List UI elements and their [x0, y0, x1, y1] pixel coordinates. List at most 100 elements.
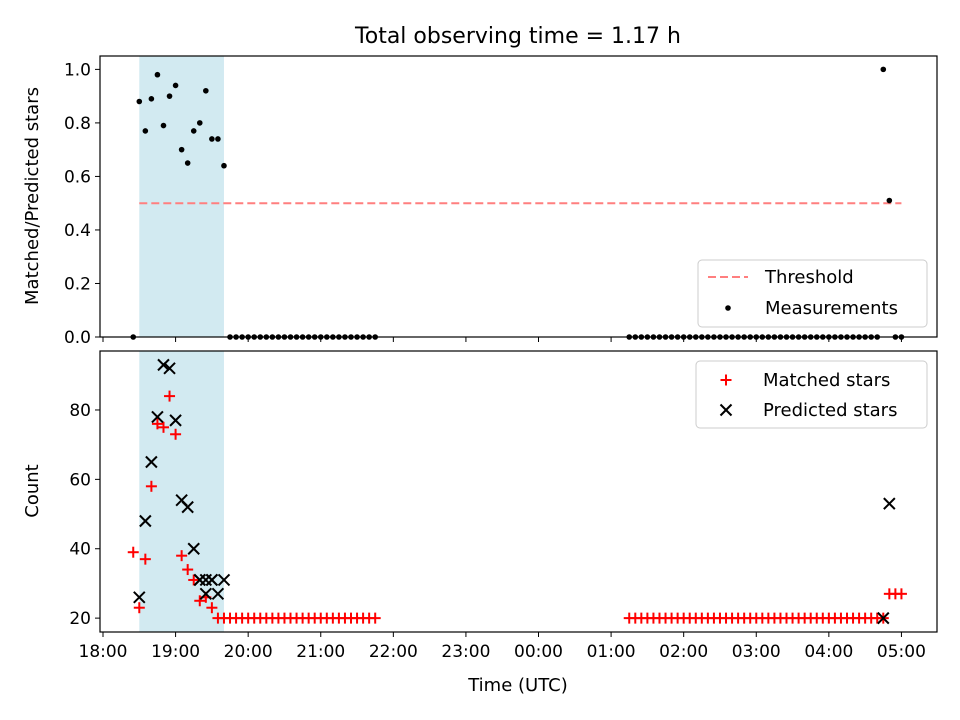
- predicted-star-point: [877, 611, 890, 625]
- measurement-point: [196, 120, 203, 126]
- predicted-star-point-b: [877, 611, 890, 625]
- predicted-star-point-b: [151, 410, 164, 424]
- measurement-point: [215, 136, 221, 142]
- legend-measurements-label: Measurements: [765, 298, 898, 319]
- bottom-y-axis-label: Count: [22, 464, 43, 517]
- predicted-star-point: [211, 587, 225, 601]
- predicted-star-point: [145, 455, 158, 469]
- top-highlight-span: [139, 56, 224, 337]
- measurement-point: [148, 96, 155, 102]
- bottom-x-tick-label: 02:00: [659, 642, 708, 662]
- legend-matched-label: Matched stars: [763, 370, 890, 391]
- top-y-tick-label: 0.0: [64, 328, 91, 348]
- measurement-point: [172, 82, 179, 89]
- predicted-star-point: [157, 358, 170, 372]
- measurement-point: [184, 160, 191, 166]
- predicted-star-point-b: [181, 500, 194, 514]
- top-legend: Threshold Measurements: [697, 259, 928, 328]
- legend-predicted-label: Predicted stars: [763, 400, 897, 421]
- predicted-star-point: [181, 500, 194, 514]
- bottom-x-tick-label: 05:00: [877, 642, 926, 662]
- bottom-legend: Matched stars Predicted stars: [695, 360, 928, 429]
- predicted-star-point: [199, 587, 213, 601]
- top-y-tick-label: 0.2: [64, 274, 91, 294]
- bottom-y-tick-label: 60: [69, 470, 91, 490]
- bottom-x-tick-label: 21:00: [296, 642, 345, 662]
- x-axis-label: Time (UTC): [467, 675, 568, 696]
- measurement-point: [178, 146, 185, 153]
- predicted-star-point-b: [211, 587, 225, 601]
- matched-star-point: [157, 421, 169, 433]
- bottom-y-tick-label: 40: [69, 540, 91, 560]
- measurement-point: [209, 136, 215, 142]
- measurement-point: [166, 93, 173, 99]
- predicted-star-point-b: [169, 414, 182, 427]
- legend-threshold-label: Threshold: [764, 267, 854, 288]
- matched-star-point: [176, 550, 188, 562]
- predicted-star-point: [187, 542, 200, 555]
- predicted-star-point-b: [163, 362, 176, 375]
- bottom-y-tick-label: 80: [69, 401, 91, 421]
- matched-star-point: [182, 564, 194, 576]
- measurement-point: [203, 87, 209, 94]
- predicted-star-point-b: [145, 455, 158, 469]
- matched-star-point: [127, 546, 139, 558]
- predicted-star-point-b: [205, 573, 219, 587]
- predicted-star-point: [205, 573, 219, 587]
- predicted-star-point: [139, 514, 152, 528]
- predicted-star-point-b: [199, 587, 213, 601]
- bottom-x-tick-label: 01:00: [587, 642, 636, 662]
- predicted-star-point-b: [133, 591, 146, 604]
- measurement-point: [190, 128, 197, 134]
- predicted-star-point: [217, 573, 231, 587]
- bottom-axes-frame: [99, 350, 938, 633]
- bottom-x-tick-label: 00:00: [514, 642, 563, 662]
- measurement-point: [136, 98, 143, 105]
- predicted-star-point: [163, 362, 176, 375]
- measurement-point: [160, 122, 167, 129]
- matched-star-point: [895, 588, 907, 600]
- predicted-star-point-b: [883, 497, 896, 510]
- predicted-star-point: [883, 497, 896, 510]
- legend-predicted-swatch-b: [719, 403, 733, 417]
- matched-star-point: [369, 612, 381, 624]
- matched-star-point: [194, 595, 206, 607]
- top-legend-box: [697, 259, 928, 328]
- predicted-star-point: [151, 410, 164, 424]
- matched-star-point: [206, 602, 218, 614]
- predicted-star-point-b: [217, 573, 231, 587]
- matched-star-point: [170, 428, 182, 440]
- predicted-star-point-b: [157, 358, 170, 372]
- predicted-star-point-b: [175, 493, 188, 507]
- legend-predicted-swatch: [719, 403, 733, 417]
- bottom-x-tick-label: 03:00: [732, 642, 781, 662]
- predicted-star-point-b: [139, 514, 152, 528]
- matched-star-point: [133, 602, 145, 614]
- bottom-legend-box: [695, 360, 928, 429]
- measurement-point: [221, 162, 227, 169]
- bottom-x-tick-label: 18:00: [79, 642, 128, 662]
- measurement-point: [880, 66, 887, 73]
- top-axes-frame: [99, 55, 938, 338]
- matched-star-point: [145, 480, 157, 492]
- measurement-point: [142, 128, 149, 134]
- legend-measurements-swatch: [725, 305, 731, 311]
- top-y-tick-label: 0.6: [64, 167, 91, 187]
- bottom-x-tick-label: 20:00: [224, 642, 273, 662]
- top-y-axis-label: Matched/Predicted stars: [22, 87, 43, 305]
- measurement-point: [154, 71, 161, 78]
- top-y-tick-label: 0.8: [64, 114, 91, 134]
- matched-star-point: [139, 553, 151, 565]
- predicted-star-point: [169, 414, 182, 427]
- chart-title: Total observing time = 1.17 h: [354, 24, 681, 49]
- bottom-y-tick-label: 20: [69, 609, 91, 629]
- matched-star-point: [188, 574, 200, 586]
- top-y-tick-label: 1.0: [64, 60, 91, 80]
- bottom-x-tick-label: 19:00: [151, 642, 200, 662]
- predicted-star-point: [133, 591, 146, 604]
- legend-matched-swatch: [720, 374, 732, 386]
- bottom-x-tick-label: 23:00: [441, 642, 490, 662]
- top-y-tick-label: 0.4: [64, 221, 91, 241]
- measurement-point: [886, 197, 893, 204]
